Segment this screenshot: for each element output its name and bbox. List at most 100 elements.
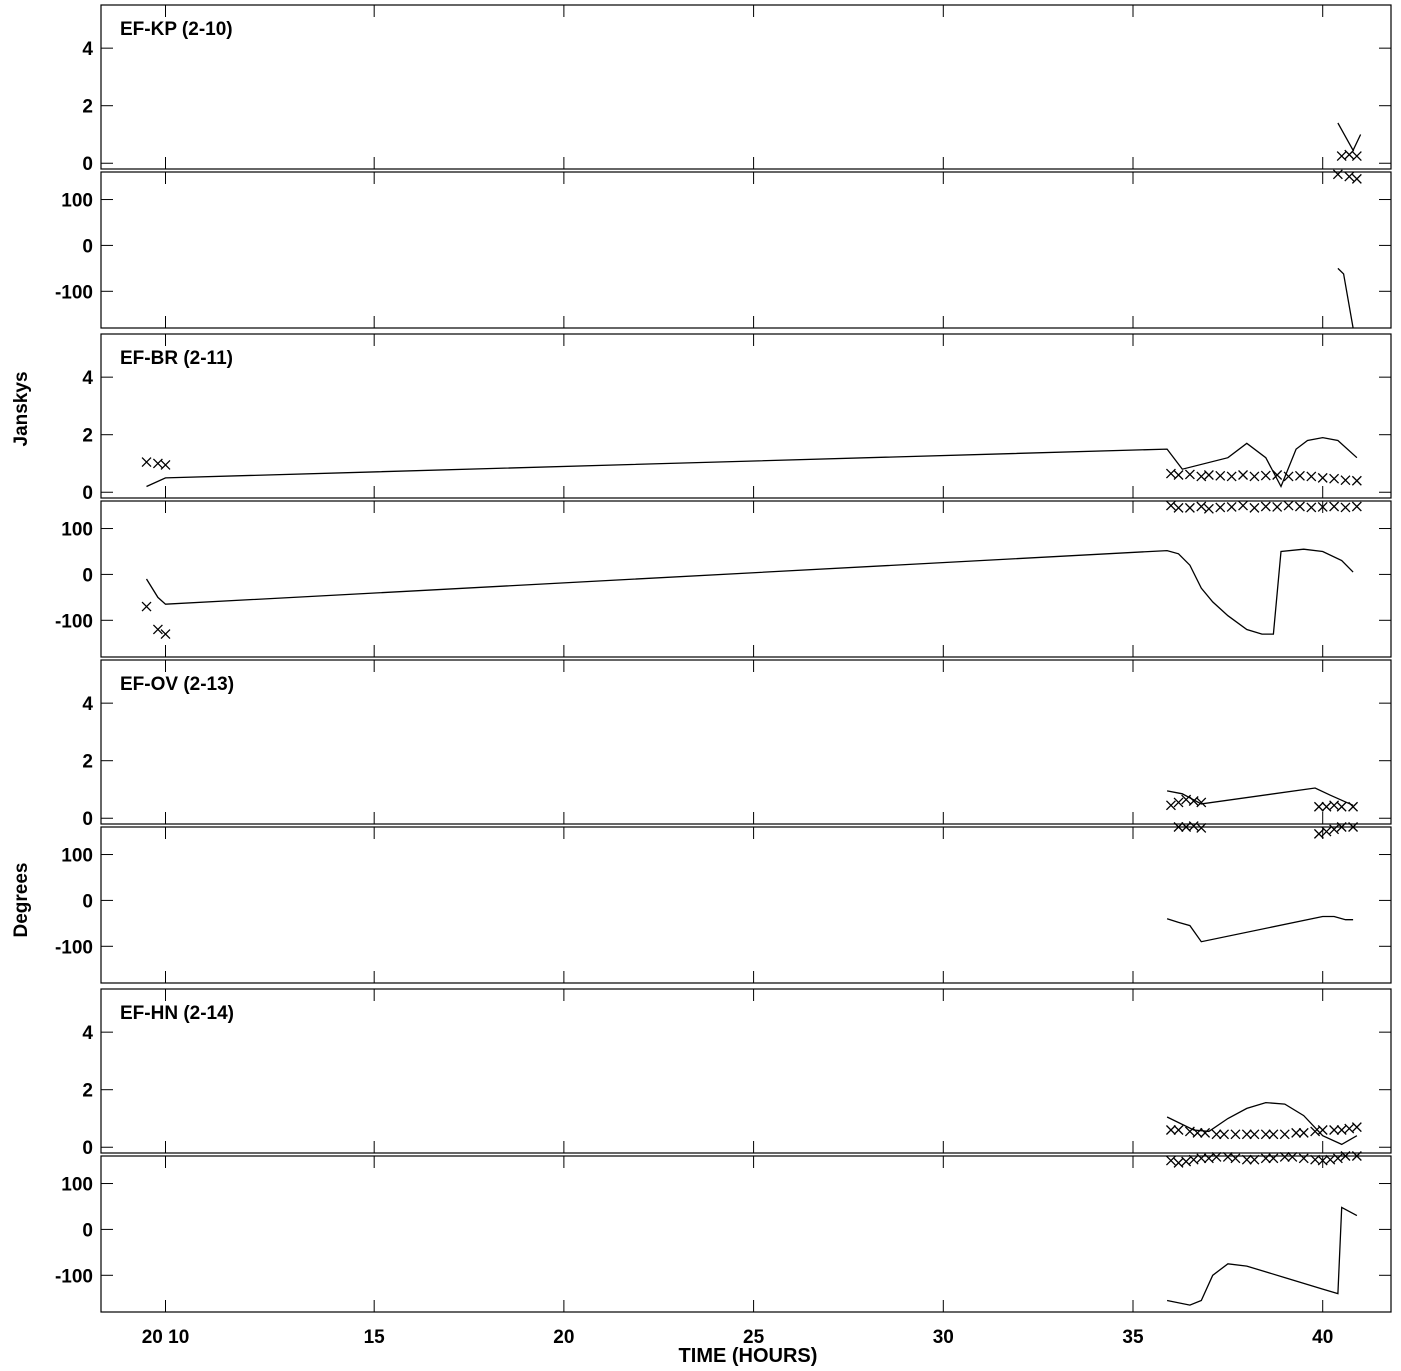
phase-data-point (1340, 1151, 1351, 1161)
phase-data-point (1188, 821, 1199, 832)
phase-data-point (1215, 502, 1226, 513)
phase-data-point (1306, 502, 1317, 513)
amplitude-data-point (1173, 797, 1184, 808)
phase-data-point (1238, 500, 1248, 511)
amplitude-data-point (1260, 470, 1271, 481)
phase-data-point (1249, 502, 1260, 513)
amplitude-frame (100, 659, 1392, 825)
amplitude-data-point (1192, 1127, 1203, 1138)
phase-data-point (1196, 501, 1207, 512)
x-tick-label: 35 (1122, 1327, 1144, 1348)
amplitude-data-point (1165, 800, 1176, 811)
amp-tick-label: 4 (82, 694, 93, 715)
amplitude-model-line (1166, 787, 1354, 806)
amplitude-data-point (1344, 149, 1355, 160)
amplitude-data-point (1317, 1125, 1328, 1135)
phase-data-point (1348, 822, 1359, 832)
amplitude-model-line (146, 436, 1358, 489)
phase-data-point (1336, 822, 1347, 832)
phase-model-line (145, 548, 1354, 635)
phase-data-point (1351, 173, 1362, 184)
amp-tick-label: 2 (82, 97, 93, 118)
phase-data-point (1203, 503, 1214, 514)
amplitude-data-point (1173, 470, 1184, 480)
amplitude-data-point (1329, 800, 1340, 811)
panel-1: EF-KP (2-10) 4 2 0 100 0 -100 (55, 4, 1392, 329)
phase-data-point (1351, 501, 1362, 512)
phase-data-point (1184, 502, 1195, 513)
amplitude-data-point (1184, 469, 1195, 480)
amplitude-data-point (1203, 470, 1214, 480)
amp-tick-label: 4 (82, 368, 93, 389)
x-tick-label: 40 (1312, 1327, 1333, 1348)
amplitude-data-point (1336, 151, 1347, 162)
phase-data-point (1317, 502, 1328, 512)
amplitude-data-point (1238, 470, 1248, 480)
amp-tick-label: 0 (82, 154, 93, 175)
amplitude-data-point (160, 459, 171, 470)
phase-frame (100, 1155, 1392, 1313)
amplitude-data-point (1291, 1127, 1302, 1138)
phase-data-point (1283, 500, 1294, 511)
amplitude-data-point (1344, 1123, 1355, 1134)
panel-title: EF-OV (2-13) (120, 674, 234, 695)
amp-tick-label: 4 (82, 39, 93, 60)
phase-model-line (1166, 915, 1354, 943)
panel-title: EF-BR (2-11) (120, 348, 233, 369)
amplitude-data-point (1351, 1122, 1362, 1133)
phase-tick-label: 0 (82, 891, 93, 912)
amplitude-data-point (1306, 471, 1317, 482)
amplitude-data-point (1249, 1129, 1260, 1140)
amplitude-frame (100, 988, 1392, 1154)
amplitude-data-point (1196, 471, 1207, 482)
amplitude-data-point (1184, 1126, 1195, 1137)
x-tick-label: 20 10 (142, 1327, 190, 1348)
amplitude-data-point (141, 457, 152, 467)
panel-4: EF-HN (2-14) 4 2 0 100 0 -100 (55, 988, 1392, 1313)
amplitude-data-point (1230, 1129, 1241, 1140)
amp-tick-label: 4 (82, 1023, 93, 1044)
phase-data-point (1329, 501, 1340, 512)
phase-frame (100, 500, 1392, 658)
amplitude-data-point (1200, 1127, 1211, 1138)
amplitude-data-point (1336, 801, 1347, 812)
phase-data-point (1332, 169, 1343, 180)
phase-tick-label: 100 (61, 846, 93, 867)
amplitude-data-point (1249, 471, 1260, 482)
phase-tick-label: 100 (61, 1175, 93, 1196)
phase-data-point (1165, 500, 1176, 511)
amplitude-data-point (1211, 1129, 1222, 1140)
phase-tick-label: -100 (55, 1266, 93, 1287)
phase-data-point (1351, 1151, 1362, 1161)
phase-data-point (1268, 1153, 1279, 1164)
amplitude-data-point (1226, 471, 1237, 482)
phase-tick-label: -100 (55, 611, 93, 632)
panel-3: EF-OV (2-13) 4 2 0 100 0 -100 (55, 659, 1392, 984)
phase-data-point (1313, 828, 1324, 839)
phase-data-point (1321, 826, 1332, 837)
phase-data-point (160, 629, 171, 640)
phase-model-line (1337, 267, 1354, 329)
x-tick-label: 25 (743, 1327, 765, 1348)
amp-tick-label: 2 (82, 426, 93, 447)
phase-data-point (1260, 501, 1271, 512)
amp-tick-label: 0 (82, 1138, 93, 1159)
amplitude-frame (100, 4, 1392, 170)
phase-data-point (1181, 1156, 1192, 1167)
phase-tick-label: 0 (82, 1220, 93, 1241)
amplitude-data-point (1351, 151, 1362, 162)
phase-model-line (1166, 1206, 1358, 1306)
amp-tick-label: 0 (82, 809, 93, 830)
phase-frame (100, 826, 1392, 984)
amplitude-data-point (1298, 1127, 1309, 1138)
amplitude-data-point (1329, 473, 1340, 484)
phase-data-point (1272, 502, 1283, 512)
y-axis-label-phase: Degrees (11, 863, 32, 938)
amplitude-data-point (1283, 471, 1294, 482)
amplitude-data-point (1241, 1129, 1252, 1140)
phase-tick-label: 100 (61, 191, 93, 212)
y-axis-label-amplitude: Janskys (11, 371, 32, 446)
phase-data-point (1332, 1153, 1343, 1164)
phase-data-point (1211, 1151, 1222, 1162)
